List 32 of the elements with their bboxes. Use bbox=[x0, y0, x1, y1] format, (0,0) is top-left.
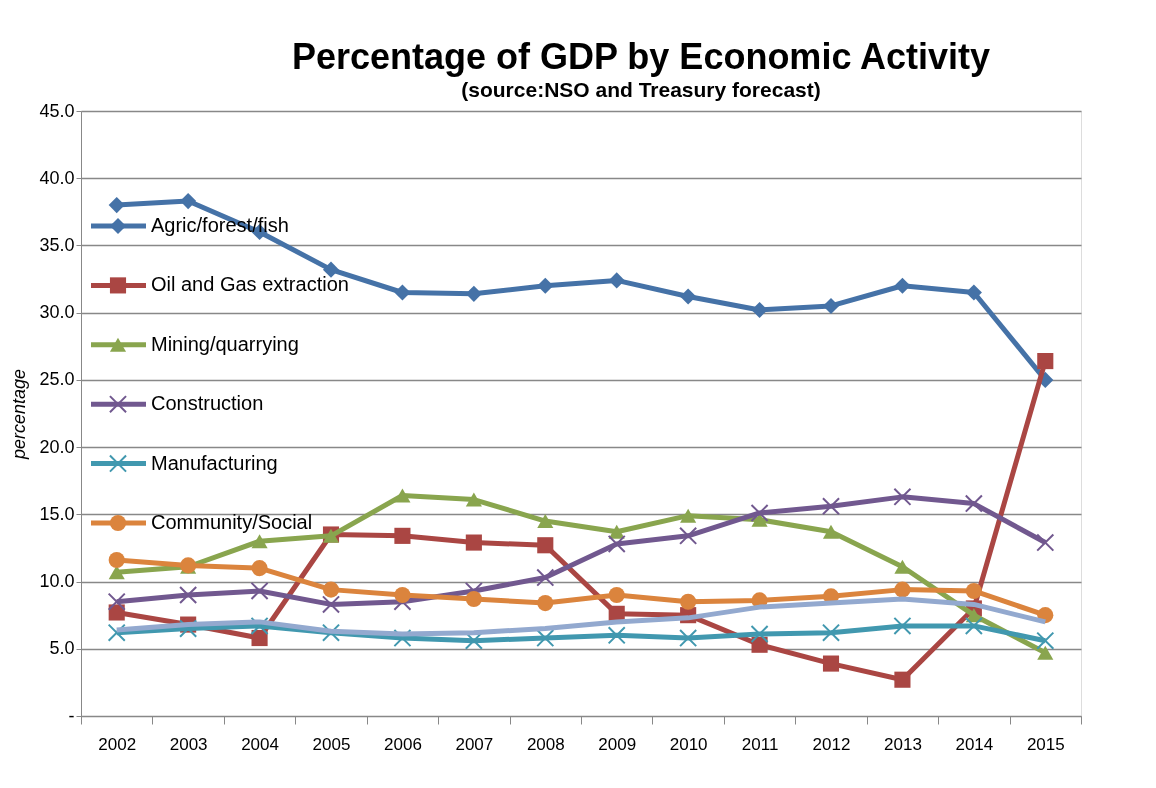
x-tick-label: 2008 bbox=[526, 734, 565, 754]
y-axis-title: percentage bbox=[9, 368, 30, 461]
x-tick-label: 2013 bbox=[884, 734, 922, 754]
x-tick-label: 2002 bbox=[98, 734, 137, 754]
legend-label: Mining/quarrying bbox=[151, 332, 299, 355]
y-tick-label: - bbox=[68, 705, 75, 726]
x-tick-label: 2009 bbox=[598, 734, 637, 754]
x-tick-label: 2014 bbox=[955, 734, 994, 754]
x-tick-label: 2011 bbox=[741, 734, 779, 754]
legend-label: Manufacturing bbox=[151, 451, 278, 474]
chart-subtitle: (source:NSO and Treasury forecast) bbox=[461, 78, 821, 101]
chart-title: Percentage of GDP by Economic Activity bbox=[291, 36, 991, 77]
legend-label: Community/Social bbox=[151, 511, 313, 533]
legend-label: Oil and Gas extraction bbox=[151, 273, 349, 296]
y-tick-label: 40.0 bbox=[39, 167, 75, 188]
x-tick-label: 2015 bbox=[1026, 734, 1065, 754]
y-tick-label: 10.0 bbox=[39, 571, 75, 592]
x-tick-label: 2004 bbox=[241, 734, 279, 754]
y-tick-label: 35.0 bbox=[39, 234, 75, 255]
y-tick-label: 45.0 bbox=[39, 100, 75, 121]
x-tick-label: 2010 bbox=[669, 734, 708, 754]
y-tick-label: 15.0 bbox=[39, 503, 75, 524]
y-tick-label: 25.0 bbox=[39, 369, 75, 390]
legend-label: Construction bbox=[151, 392, 264, 415]
x-tick-label: 2005 bbox=[312, 734, 351, 754]
y-tick-label: 20.0 bbox=[39, 436, 75, 457]
x-tick-label: 2006 bbox=[384, 734, 422, 754]
y-tick-label: 30.0 bbox=[39, 302, 75, 323]
y-tick-label: 5.0 bbox=[49, 638, 75, 659]
x-tick-label: 2007 bbox=[455, 734, 494, 754]
x-tick-label: 2012 bbox=[812, 734, 851, 754]
x-tick-label: 2003 bbox=[169, 734, 208, 754]
